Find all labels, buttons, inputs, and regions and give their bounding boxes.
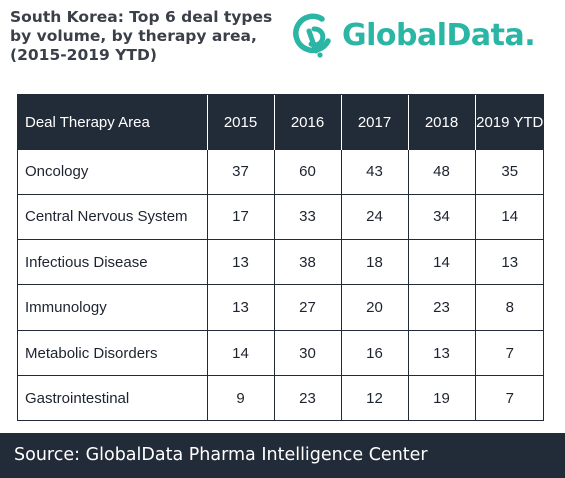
table-row: Infectious Disease 13 38 18 14 13 [18, 239, 544, 286]
chart-title: South Korea: Top 6 deal types by volume,… [10, 8, 310, 65]
deal-count-cell: 35 [475, 150, 544, 195]
table-row: Central Nervous System 17 33 24 34 14 [18, 194, 544, 241]
therapy-area-cell: Immunology [18, 284, 208, 331]
deal-count-cell: 43 [341, 150, 409, 195]
logo-text: GlobalData. [342, 17, 536, 53]
deal-count-cell: 14 [408, 239, 476, 286]
column-header: 2019 YTD [475, 95, 544, 150]
chart-title-line: by volume, by therapy area, [10, 27, 257, 45]
deal-count-cell: 19 [408, 375, 476, 420]
therapy-area-cell: Central Nervous System [18, 194, 208, 241]
deal-count-cell: 20 [341, 284, 409, 331]
deal-count-cell: 27 [274, 284, 342, 331]
deal-count-cell: 33 [274, 194, 342, 241]
table-header-row: Deal Therapy Area 2015 2016 2017 2018 2019 YT… [18, 95, 544, 150]
deal-count-cell: 13 [408, 330, 476, 377]
deal-count-cell: 13 [207, 284, 275, 331]
therapy-area-cell: Infectious Disease [18, 239, 208, 286]
therapy-area-cell: Oncology [18, 150, 208, 195]
deal-count-cell: 16 [341, 330, 409, 377]
deal-count-cell: 38 [274, 239, 342, 286]
chart-title-line: South Korea: Top 6 deal types [10, 8, 273, 26]
deal-count-cell: 37 [207, 150, 275, 195]
deal-count-cell: 13 [475, 239, 544, 286]
data-table-wrapper: Deal Therapy Area 2015 2016 2017 2018 2019 YT… [17, 94, 544, 421]
deal-count-cell: 60 [274, 150, 342, 195]
data-table: Deal Therapy Area 2015 2016 2017 2018 2019 YT… [18, 95, 544, 420]
deal-count-cell: 30 [274, 330, 342, 377]
deal-count-cell: 14 [207, 330, 275, 377]
source-footer: Source: GlobalData Pharma Intelligence C… [0, 433, 565, 478]
deal-count-cell: 7 [505, 389, 514, 407]
deal-count-cell: 17 [207, 194, 275, 241]
globaldata-logo-icon [293, 13, 331, 58]
column-header: 2015 [207, 95, 275, 150]
deal-count-cell: 13 [207, 239, 275, 286]
deal-count-cell: 7 [475, 330, 544, 377]
column-header: Deal Therapy Area [18, 95, 208, 150]
deal-count-cell: 18 [341, 239, 409, 286]
deal-count-cell: 24 [341, 194, 409, 241]
deal-count-cell: 9 [207, 375, 275, 420]
chart-title-line: (2015-2019 YTD) [10, 46, 157, 64]
deal-count-cell: 34 [408, 194, 476, 241]
deal-count-cell: 12 [341, 375, 409, 420]
column-header: 2018 [408, 95, 476, 150]
deal-count-cell: 48 [408, 150, 476, 195]
column-header: 2017 [341, 95, 409, 150]
column-header: 2016 [274, 95, 342, 150]
table-row: Metabolic Disorders 14 30 16 13 7 [18, 330, 544, 377]
therapy-area-cell: Gastrointestinal [18, 375, 208, 420]
globaldata-logo: GlobalData. [292, 10, 536, 60]
therapy-area-cell: Metabolic Disorders [18, 330, 208, 377]
table-row: Gastrointestinal 9 23 12 19 7 [18, 375, 544, 420]
deal-count-cell: 8 [475, 284, 544, 331]
table-body: Oncology 37 60 43 48 35 Central Nervous System… [18, 150, 544, 420]
deal-count-cell: 23 [274, 375, 342, 420]
deal-count-cell: 14 [475, 194, 544, 241]
table-row: Immunology 13 27 20 23 8 [18, 284, 544, 331]
deal-count-cell: 23 [408, 284, 476, 331]
table-row: Oncology 37 60 43 48 35 [18, 150, 544, 195]
